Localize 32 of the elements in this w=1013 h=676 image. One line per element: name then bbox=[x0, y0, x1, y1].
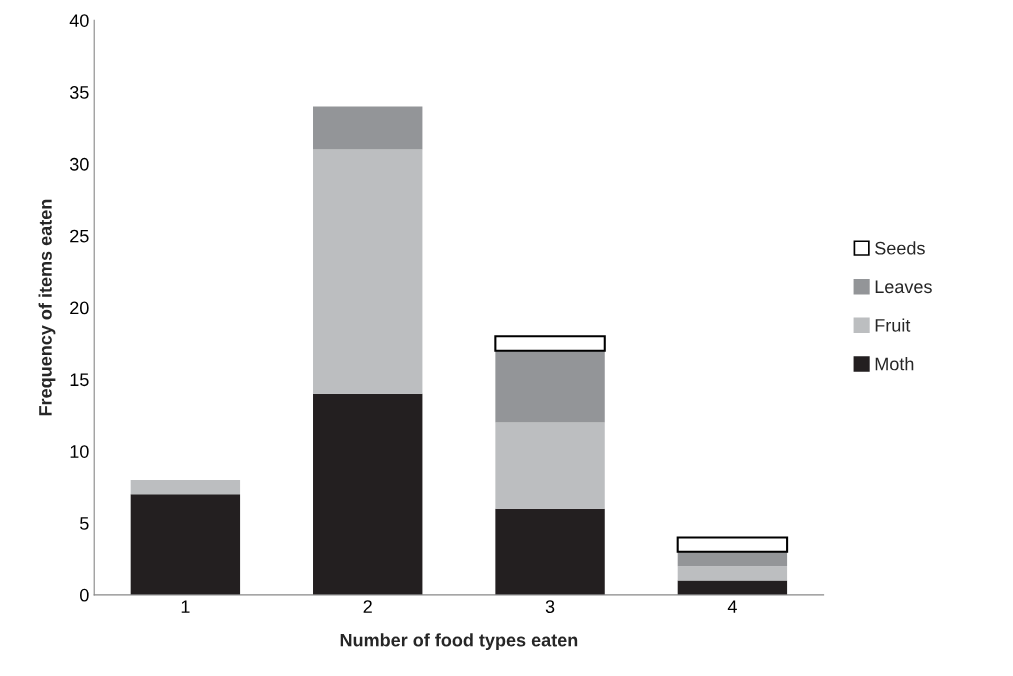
y-tick-label: 15 bbox=[70, 373, 89, 387]
y-tick-label: 25 bbox=[70, 229, 89, 243]
y-tick-label: 30 bbox=[69, 157, 89, 171]
bar bbox=[677, 580, 788, 595]
legend-label: Seeds bbox=[875, 241, 925, 255]
x-tick-label: 3 bbox=[545, 600, 555, 613]
y-tick-label: 40 bbox=[69, 14, 89, 27]
y-tick-label: 0 bbox=[80, 588, 89, 602]
y-tick-label: 35 bbox=[69, 86, 89, 99]
x-axis-title: Number of food types eaten bbox=[340, 633, 578, 651]
bar bbox=[313, 393, 423, 595]
bar bbox=[495, 350, 605, 423]
bar bbox=[130, 479, 241, 495]
x-tick-label: 4 bbox=[727, 600, 737, 613]
legend-label: Fruit bbox=[875, 318, 911, 332]
legend-label: Moth bbox=[875, 357, 914, 371]
y-tick-label: 10 bbox=[70, 445, 89, 458]
bar bbox=[676, 536, 789, 553]
x-tick-label: 1 bbox=[181, 600, 190, 613]
y-tick-label: 20 bbox=[70, 301, 89, 315]
bar bbox=[495, 422, 605, 509]
bar bbox=[130, 494, 241, 595]
bar bbox=[677, 566, 788, 581]
x-tick-label: 2 bbox=[363, 600, 372, 613]
y-axis-title: Frequency of items eaten bbox=[38, 199, 56, 416]
bar bbox=[313, 106, 423, 150]
bar bbox=[495, 508, 605, 595]
bar bbox=[677, 551, 788, 567]
y-tick-label: 5 bbox=[80, 517, 89, 530]
bar bbox=[313, 149, 423, 394]
bar bbox=[494, 335, 606, 352]
legend-label: Leaves bbox=[875, 280, 932, 294]
